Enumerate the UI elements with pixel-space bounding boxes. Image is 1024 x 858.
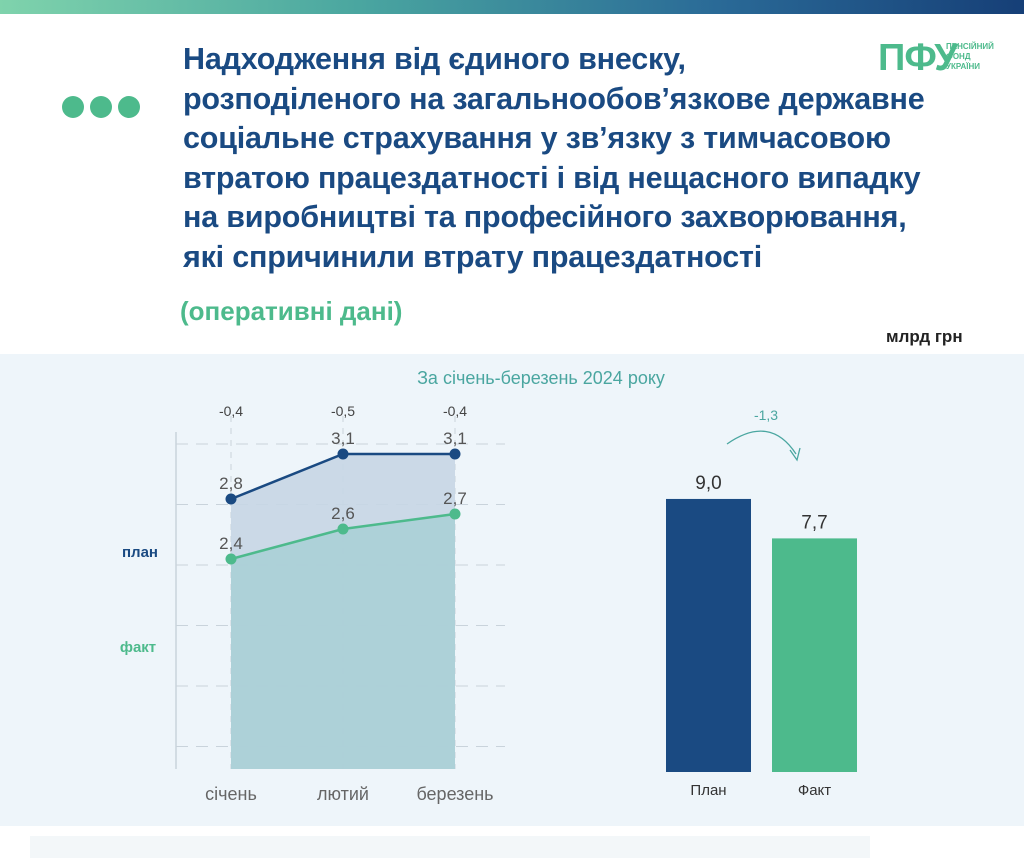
bar-difference-label: -1,3 <box>754 407 778 423</box>
fact-point <box>449 508 461 520</box>
fact-point <box>337 523 349 535</box>
title-line: Надходження від єдиного внеску, <box>183 42 686 76</box>
dot-3 <box>118 96 140 118</box>
plan-value-label: 3,1 <box>443 429 467 448</box>
x-tick-label: березень <box>416 784 493 804</box>
bar-category-label: План <box>690 782 726 799</box>
plan-point <box>225 493 237 505</box>
logo-text-line: УКРАЇНИ <box>946 62 981 71</box>
difference-label: -0,4 <box>219 403 243 419</box>
logo-mark: ПФУ <box>878 37 958 79</box>
legend-fact: факт <box>120 639 156 656</box>
title-line: на виробництві та професійного захворюва… <box>183 200 907 234</box>
fact-point <box>225 553 237 565</box>
chart-canvas: За січень-березень 2024 року 2,8 3,1 3,1 2,4… <box>120 368 857 804</box>
difference-arrow <box>726 430 797 455</box>
plan-value-label: 3,1 <box>331 429 355 448</box>
bar-value-label: 9,0 <box>695 473 721 494</box>
plan-point <box>337 448 349 460</box>
bar-plan <box>666 498 751 772</box>
bar-category-label: Факт <box>798 782 831 799</box>
fact-value-label: 2,7 <box>443 489 467 508</box>
bottom-strip <box>30 836 870 858</box>
units-label: млрд грн <box>886 327 963 346</box>
legend-plan: план <box>122 544 158 561</box>
title-line: соціальне страхування у зв’язку з тимчас… <box>183 121 891 155</box>
plan-point <box>449 448 461 460</box>
difference-arrowhead <box>789 447 801 462</box>
fact-area <box>231 514 455 769</box>
bar-fact <box>772 538 857 772</box>
x-tick-label: січень <box>205 784 257 804</box>
title-line: розподіленого на загальнообов’язкове дер… <box>183 81 925 116</box>
fact-value-label: 2,4 <box>219 534 243 553</box>
fact-value-label: 2,6 <box>331 504 355 523</box>
difference-label: -0,5 <box>331 403 355 419</box>
dot-1 <box>62 96 84 118</box>
x-tick-label: лютий <box>317 784 369 804</box>
dot-2 <box>90 96 112 118</box>
logo-text-line: ПЕНСІЙНИЙ <box>946 42 994 51</box>
difference-label: -0,4 <box>443 403 467 419</box>
title-line: втратою працездатності і від нещасного в… <box>183 160 921 195</box>
plan-value-label: 2,8 <box>219 474 243 493</box>
decorative-dots <box>62 96 140 118</box>
logo-text-line: ФОНД <box>946 52 971 61</box>
title-line: які спричинили втрату працездатності <box>183 239 762 274</box>
logo-text: ПЕНСІЙНИЙ ФОНД УКРАЇНИ <box>946 42 1006 72</box>
top-gradient-bar <box>0 0 1024 14</box>
subtitle: (оперативні дані) <box>180 296 403 326</box>
chart-title: За січень-березень 2024 року <box>417 368 665 388</box>
bar-value-label: 7,7 <box>801 512 827 533</box>
chart-panel: За січень-березень 2024 року 2,8 3,1 3,1 2,4… <box>0 354 1024 826</box>
page-title: Надходження від єдиного внеску, розподіл… <box>183 40 963 277</box>
